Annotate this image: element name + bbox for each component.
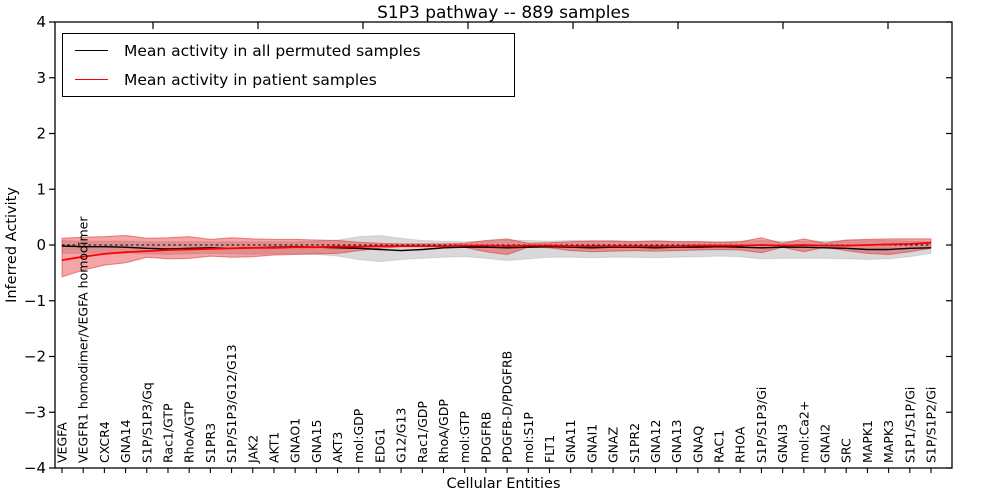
- y-tick-label: −2: [24, 348, 46, 366]
- x-tick-label: mol:Ca2+: [796, 401, 811, 463]
- x-tick-label: AKT1: [266, 432, 281, 463]
- y-tick-label: −1: [24, 292, 46, 310]
- y-tick-label: −3: [24, 403, 46, 421]
- x-tick-label: S1PR3: [203, 423, 218, 463]
- x-tick-label: S1P/S1P3/Gi: [754, 387, 769, 463]
- x-tick-label: PDGFB-D/PDGFRB: [500, 351, 515, 463]
- x-tick-label: GNAO1: [288, 418, 303, 463]
- x-tick-label: Rac1/GTP: [160, 403, 175, 463]
- x-tick-label: MAPK3: [881, 420, 896, 463]
- x-tick-label: S1P/S1P2/Gi: [924, 387, 939, 463]
- x-tick-label: G12/G13: [394, 408, 409, 463]
- legend: Mean activity in all permuted samples Me…: [62, 33, 515, 97]
- x-tick-label: GNA11: [563, 420, 578, 464]
- x-tick-label: GNAZ: [606, 427, 621, 463]
- x-tick-label: GNA14: [118, 419, 133, 463]
- x-tick-label: EDG1: [372, 428, 387, 463]
- x-tick-label: JAK2: [245, 435, 260, 464]
- x-tick-label: FLT1: [542, 435, 557, 463]
- x-tick-label: GNAQ: [690, 426, 705, 463]
- x-tick-label: AKT3: [330, 432, 345, 463]
- legend-line-sample-permuted: [75, 50, 108, 51]
- x-tick-label: GNAI2: [818, 424, 833, 463]
- x-tick-label: mol:GTP: [457, 411, 472, 463]
- x-tick-label: GNA15: [309, 420, 324, 464]
- x-tick-label: GNA13: [669, 420, 684, 464]
- chart-title: S1P3 pathway -- 889 samples: [377, 3, 630, 23]
- x-tick-label: mol:S1P: [521, 412, 536, 463]
- y-tick-label: 2: [36, 125, 46, 143]
- x-tick-label: VEGFR1 homodimer/VEGFA homodimer: [76, 216, 91, 463]
- y-tick-label: 3: [36, 69, 46, 87]
- x-tick-label: RhoA/GDP: [436, 399, 451, 463]
- x-tick-label: GNAI3: [775, 424, 790, 463]
- x-tick-label: PDGFRB: [478, 412, 493, 463]
- x-tick-label: RhoA/GTP: [182, 401, 197, 463]
- x-tick-label: RAC1: [712, 430, 727, 463]
- x-tick-label: S1P1/S1P/Gi: [902, 387, 917, 463]
- legend-label-patient: Mean activity in patient samples: [124, 70, 377, 89]
- y-axis-title: Inferred Activity: [4, 187, 20, 303]
- legend-label-permuted: Mean activity in all permuted samples: [124, 41, 421, 60]
- x-tick-label: VEGFA: [55, 422, 70, 463]
- x-axis-title: Cellular Entities: [446, 476, 561, 492]
- x-tick-label: Rac1/GDP: [415, 401, 430, 463]
- x-tick-label: GNA12: [648, 420, 663, 464]
- y-tick-label: 0: [36, 236, 46, 254]
- legend-entry-patient: Mean activity in patient samples: [75, 66, 502, 94]
- x-tick-label: mol:GDP: [351, 408, 366, 463]
- y-tick-label: 4: [36, 13, 46, 31]
- line-permuted-mean: [61, 245, 932, 252]
- x-tick-label: GNAI1: [584, 424, 599, 463]
- x-tick-label: MAPK1: [860, 420, 875, 463]
- x-tick-label: S1PR2: [627, 423, 642, 463]
- y-tick-label: −4: [24, 459, 46, 477]
- line-patient-mean: [61, 241, 932, 261]
- x-tick-label: S1P/S1P3/Gq: [139, 382, 154, 463]
- x-tick-label: CXCR4: [97, 421, 112, 463]
- legend-entry-permuted: Mean activity in all permuted samples: [75, 37, 502, 65]
- y-tick-label: 1: [36, 180, 46, 198]
- legend-line-sample-patient: [75, 79, 108, 80]
- x-tick-label: RHOA: [733, 426, 748, 463]
- x-tick-label: S1P/S1P3/G12/G13: [224, 344, 239, 463]
- x-tick-label: SRC: [839, 438, 854, 463]
